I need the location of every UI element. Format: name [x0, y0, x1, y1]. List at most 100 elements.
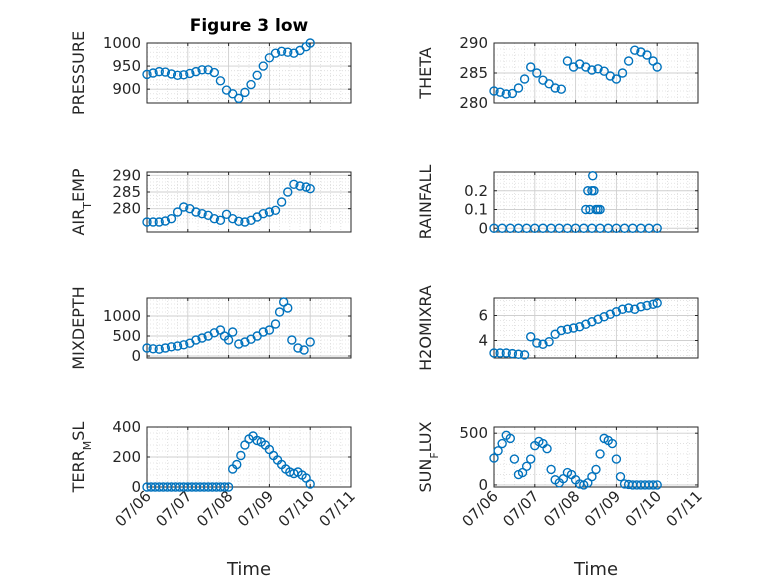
data-point — [295, 181, 305, 191]
data-point — [219, 482, 230, 492]
data-point — [197, 65, 207, 75]
y-axis-label: TERRMSL — [69, 422, 94, 494]
data-point — [587, 317, 597, 327]
axes-panel-5: 0 500 1000 MIXDEPTH — [69, 286, 352, 370]
data-point — [587, 65, 597, 75]
data-point — [252, 435, 262, 446]
data-point — [501, 89, 511, 99]
y-axis-label: MIXDEPTH — [69, 286, 88, 369]
data-point — [166, 342, 177, 352]
data-point — [489, 348, 499, 358]
data-point — [160, 67, 171, 77]
data-point — [495, 348, 505, 358]
data-point — [289, 179, 299, 190]
data-point — [507, 348, 518, 359]
data-point — [240, 87, 250, 98]
y-axis-label: SUNFLUX — [416, 421, 441, 492]
data-point — [305, 38, 315, 48]
y-tick-label: 280 — [112, 200, 141, 218]
data-point — [556, 84, 567, 94]
data-point — [519, 74, 530, 84]
x-tick-label: 07/09 — [234, 487, 277, 530]
y-axis-label-part: AIR — [69, 209, 88, 236]
data-point — [652, 480, 662, 490]
axes-panel-2: 280 285 290 THETA — [416, 34, 699, 112]
data-point — [154, 217, 164, 227]
data-point — [568, 323, 579, 333]
data-point — [574, 322, 585, 332]
data-point — [593, 314, 603, 324]
data-point — [507, 88, 518, 99]
data-point — [630, 304, 640, 314]
data-point — [258, 208, 268, 219]
x-tick-label: 07/11 — [316, 487, 359, 530]
data-point — [495, 87, 505, 97]
data-point — [562, 324, 573, 334]
data-point — [505, 433, 516, 444]
y-tick-label: 280 — [459, 94, 488, 112]
data-point — [234, 339, 244, 349]
y-axis-label: THETA — [416, 47, 435, 99]
y-axis-label-part: EMP — [69, 168, 88, 202]
y-tick-label: 1000 — [103, 307, 141, 325]
data-point — [538, 339, 548, 349]
data-point — [232, 459, 242, 470]
data-point — [172, 70, 183, 81]
data-point — [587, 186, 597, 196]
data-point — [607, 438, 618, 449]
data-point — [142, 69, 152, 80]
data-point — [513, 349, 524, 359]
data-point — [652, 298, 662, 308]
y-tick-label: 0.2 — [464, 182, 488, 200]
data-point — [591, 464, 601, 475]
y-axis-label-part: RAINFALL — [416, 165, 435, 240]
data-point — [283, 47, 293, 57]
data-point — [583, 186, 593, 196]
data-point — [270, 319, 281, 329]
data-point — [630, 45, 640, 55]
axes-box — [146, 171, 352, 233]
y-tick-label: 950 — [112, 57, 141, 75]
data-point — [544, 79, 554, 89]
data-point — [264, 207, 275, 217]
data-point — [142, 217, 152, 227]
y-axis-label-part: TERR — [69, 450, 88, 493]
x-tick-label: 07/11 — [663, 487, 706, 530]
y-axis-label-part: T — [81, 202, 94, 210]
data-point — [623, 303, 634, 313]
data-point — [521, 461, 532, 472]
data-point — [519, 350, 530, 360]
y-tick-label: 6 — [478, 307, 488, 325]
data-point — [240, 217, 250, 227]
data-point — [546, 464, 556, 475]
y-tick-label: 4 — [478, 332, 488, 350]
x-axis-label: Time — [226, 559, 271, 580]
data-point — [588, 171, 598, 181]
data-point — [599, 66, 609, 76]
data-point — [283, 187, 293, 197]
data-point — [160, 343, 171, 353]
data-point — [252, 70, 262, 81]
x-tick-label: 07/10 — [622, 487, 665, 530]
y-tick-label: 290 — [112, 166, 141, 184]
data-point — [489, 453, 499, 463]
data-point — [642, 50, 652, 60]
y-axis-label-part: PRESSURE — [69, 31, 88, 115]
data-point — [276, 197, 287, 207]
y-tick-label: 285 — [459, 64, 488, 82]
y-tick-label: 900 — [112, 80, 141, 98]
data-point — [501, 348, 511, 358]
data-point — [652, 62, 662, 72]
data-point — [166, 69, 177, 79]
axes-box — [146, 42, 352, 104]
y-axis-label: AIRTEMP — [69, 168, 94, 235]
data-point — [532, 338, 542, 348]
data-point — [172, 207, 183, 217]
data-point — [497, 438, 507, 449]
axes-panel-6: 4 6 H2OMIXRA — [416, 285, 699, 371]
data-point — [648, 480, 658, 490]
data-point — [179, 340, 189, 350]
data-point — [191, 66, 201, 77]
data-point — [611, 74, 622, 84]
